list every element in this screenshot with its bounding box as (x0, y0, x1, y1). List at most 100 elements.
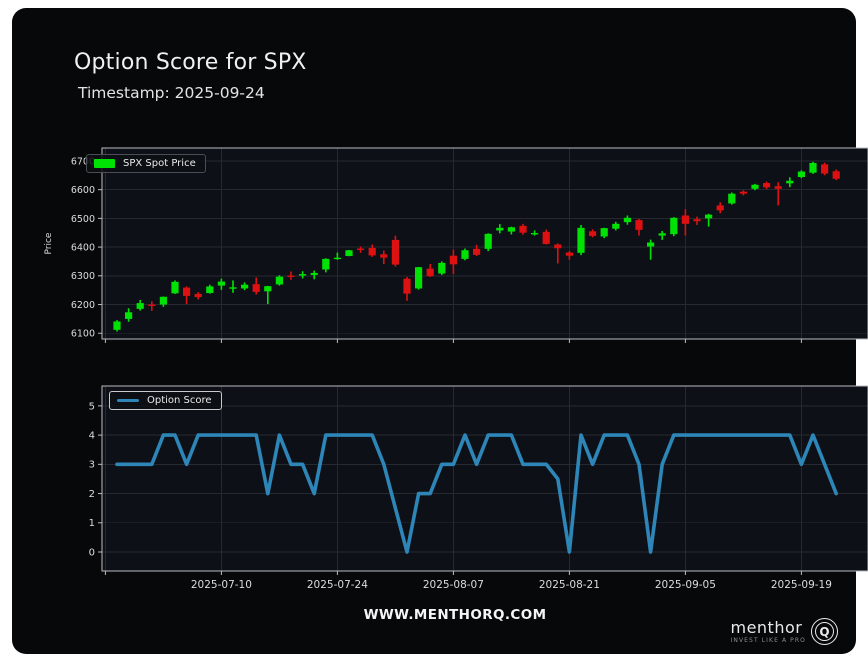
candle-body (531, 233, 539, 235)
spx-price-plot: 6100 6200 6300 6400 6500 6600 6700 Price (44, 147, 868, 343)
candle-body (681, 215, 689, 224)
candle-body (623, 217, 631, 223)
candle-body (612, 223, 620, 229)
candle-body (473, 248, 481, 255)
candle-body (519, 225, 527, 233)
candle-body (357, 248, 365, 250)
candle-body (461, 250, 469, 259)
y-tick-label: 3 (89, 460, 95, 471)
candle-body (670, 217, 678, 235)
candle-body (159, 296, 167, 305)
candle-body (368, 247, 376, 256)
page-title: Option Score for SPX (74, 50, 307, 75)
candle-body (380, 254, 388, 258)
option-score-chart: 0 1 2 3 4 5 2025-07-10 2025-07-24 2025-08-07 2025… (38, 384, 868, 599)
candle-body (183, 287, 191, 296)
x-tick-label: 2025-07-10 (191, 579, 252, 591)
y-tick-label: 4 (89, 430, 95, 441)
y-tick-label: 6100 (71, 329, 95, 340)
y-axis-title: Price (44, 232, 54, 254)
candle-body (565, 252, 573, 256)
spx-price-chart: 6100 6200 6300 6400 6500 6600 6700 Price SPX Sp… (38, 146, 868, 348)
candle-body (786, 180, 794, 184)
candle-body (171, 281, 179, 294)
score-legend-label: Option Score (147, 395, 212, 406)
candle-body (809, 162, 817, 173)
candle-body (484, 233, 492, 249)
candle-body (426, 268, 434, 277)
candle-body (693, 219, 701, 222)
axis-spines (101, 147, 868, 340)
candle-body (148, 304, 156, 306)
candle-body (287, 275, 295, 277)
x-tick-label: 2025-09-19 (771, 579, 832, 591)
menthorq-logo: menthor INVEST LIKE A PRO Q (730, 618, 838, 645)
timestamp-subtitle: Timestamp: 2025-09-24 (78, 84, 265, 102)
price-legend: SPX Spot Price (86, 154, 206, 173)
candle-body (739, 191, 747, 194)
candle-body (554, 244, 562, 249)
candle-body (136, 303, 144, 309)
candle-body (716, 205, 724, 211)
candle-body (252, 284, 260, 292)
candle-body (647, 242, 655, 247)
y-tick-label: 6500 (71, 214, 95, 225)
candle-body (310, 272, 318, 275)
candle-body (125, 312, 133, 319)
x-tick-label: 2025-08-21 (539, 579, 600, 591)
candle-body (229, 287, 237, 289)
candle-body (241, 284, 249, 289)
y-tick-label: 1 (89, 518, 95, 529)
x-tick-label: 2025-09-05 (655, 579, 716, 591)
y-tick-label: 6700 (71, 156, 95, 167)
brand-text-block: menthor INVEST LIKE A PRO (730, 617, 806, 644)
y-tick-label: 6400 (71, 242, 95, 253)
website-watermark: WWW.MENTHORQ.COM (363, 607, 547, 623)
candle-body (577, 227, 585, 253)
candle-body (635, 220, 643, 230)
candle-body (333, 257, 341, 260)
candle-body (322, 258, 330, 270)
candle-body (705, 214, 713, 219)
candle-body (275, 276, 283, 285)
candle-body (507, 227, 515, 232)
brand-name: menthor (730, 617, 803, 637)
candle-body (391, 239, 399, 265)
y-tick-label: 2 (89, 489, 95, 500)
candle-body (113, 321, 121, 330)
plot-background (102, 386, 868, 571)
candle-body (600, 228, 608, 237)
candle-body (217, 281, 225, 286)
candle-body (449, 255, 457, 265)
candle-body (763, 183, 771, 188)
candle-body (496, 227, 504, 231)
candle-body (542, 231, 550, 244)
candle-body (832, 171, 840, 179)
candle-body (264, 286, 272, 292)
y-tick-label: 6600 (71, 185, 95, 196)
candle-body (728, 193, 736, 204)
brand-tagline: INVEST LIKE A PRO (730, 636, 806, 644)
axis-spines (101, 385, 868, 572)
candle-body (751, 184, 759, 189)
candle-body (345, 250, 353, 256)
score-legend: Option Score (109, 391, 222, 410)
report-panel: Option Score for SPX Timestamp: 2025-09-… (12, 8, 868, 654)
candle-body (797, 171, 805, 178)
candle-body (774, 186, 782, 189)
candle-body (821, 164, 829, 174)
candle-body (299, 274, 307, 276)
score-legend-swatch (117, 398, 139, 403)
option-score-line (115, 433, 839, 554)
y-tick-label: 5 (89, 401, 95, 412)
candle-body (589, 231, 597, 236)
candle-body (194, 293, 202, 298)
spx-legend-label: SPX Spot Price (123, 158, 196, 169)
x-tick-label: 2025-07-24 (307, 579, 368, 591)
y-tick-label: 6300 (71, 271, 95, 282)
x-tick-label: 2025-08-07 (423, 579, 484, 591)
spx-legend-swatch (94, 159, 115, 168)
candle-body (658, 233, 666, 236)
candle-body (438, 262, 446, 274)
option-score-plot: 0 1 2 3 4 5 2025-07-10 2025-07-24 2025-08-07 2025… (89, 385, 868, 591)
